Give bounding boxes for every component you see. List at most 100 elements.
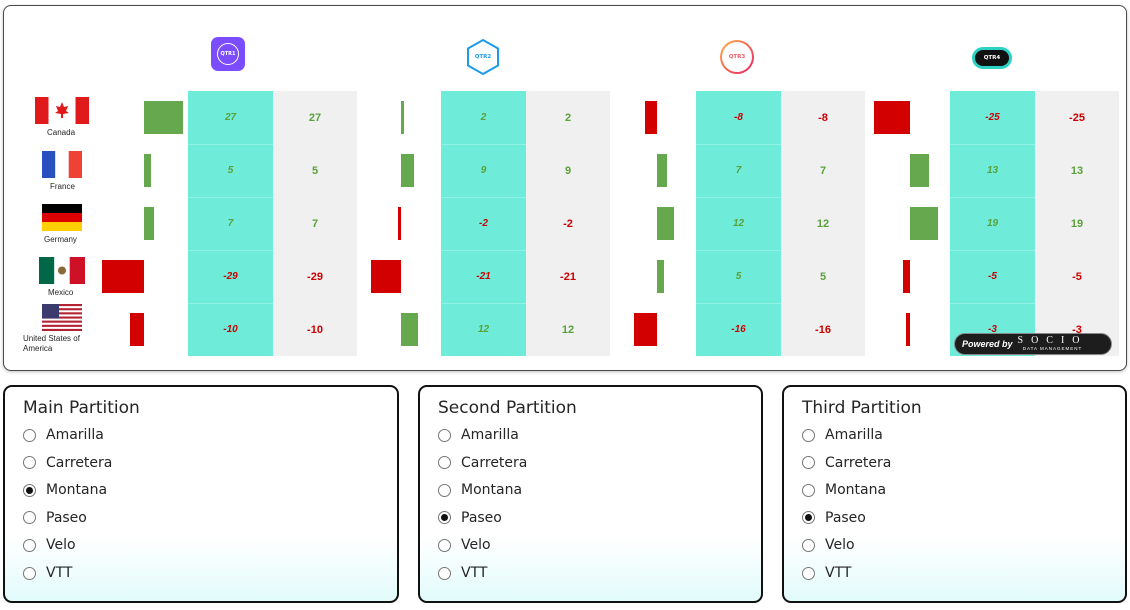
value-bar [902, 260, 910, 293]
value-bar [401, 154, 415, 187]
value-bar [657, 260, 665, 293]
radio-button[interactable] [23, 511, 36, 525]
radio-label: Carretera [825, 454, 892, 471]
value-cell: 13 [1035, 144, 1119, 197]
radio-option-carretera[interactable]: Carretera [802, 454, 891, 472]
panel-title: Main Partition [23, 398, 140, 418]
brand-name: SOCIO [1017, 335, 1088, 346]
radio-option-paseo[interactable]: Paseo [802, 509, 866, 527]
value-cell: -25 [950, 91, 1035, 144]
value-cell: 7 [781, 144, 865, 197]
value-bar [401, 313, 419, 346]
value-cell: -5 [1035, 250, 1119, 303]
powered-by-badge[interactable]: Powered by SOCIO DATA MANAGEMENT [954, 333, 1112, 355]
row-divider [441, 197, 526, 198]
radio-label: Paseo [46, 509, 87, 526]
value-bar [401, 101, 404, 134]
row-divider [696, 197, 781, 198]
radio-option-montana[interactable]: Montana [438, 481, 522, 499]
value-cell: 19 [950, 197, 1035, 250]
country-label: Mexico [48, 288, 74, 297]
radio-option-vtt[interactable]: VTT [23, 564, 72, 582]
radio-label: VTT [46, 565, 73, 581]
radio-option-montana[interactable]: Montana [802, 481, 886, 499]
country-label: Canada [47, 128, 76, 137]
radio-button[interactable] [23, 428, 36, 442]
row-divider [696, 250, 781, 251]
radio-option-montana[interactable]: Montana [23, 481, 107, 499]
radio-option-vtt[interactable]: VTT [802, 564, 851, 582]
country-label: Germany [44, 235, 77, 244]
radio-button[interactable] [23, 483, 36, 497]
radio-label: Montana [46, 482, 108, 499]
radio-button[interactable] [802, 428, 815, 442]
radio-button[interactable] [802, 511, 815, 525]
radio-button[interactable] [438, 538, 451, 552]
row-divider [188, 197, 273, 198]
radio-option-vtt[interactable]: VTT [438, 564, 487, 582]
radio-label: Carretera [46, 454, 113, 471]
radio-button[interactable] [438, 511, 451, 525]
value-cell: 27 [273, 91, 357, 144]
value-bar [873, 101, 910, 134]
row-divider [950, 144, 1035, 145]
value-cell: 12 [526, 303, 610, 356]
value-cell: 19 [1035, 197, 1119, 250]
radio-button[interactable] [438, 566, 451, 580]
value-cell: -21 [526, 250, 610, 303]
panel-title: Second Partition [438, 398, 577, 418]
radio-option-velo[interactable]: Velo [802, 536, 855, 554]
radio-button[interactable] [802, 483, 815, 497]
qtr2-icon: QTR2 [464, 38, 502, 76]
country-label: France [50, 182, 75, 191]
value-cell: 12 [696, 197, 781, 250]
radio-button[interactable] [23, 566, 36, 580]
value-bar [657, 154, 668, 187]
value-bar [129, 313, 144, 346]
radio-button[interactable] [802, 538, 815, 552]
radio-button[interactable] [438, 483, 451, 497]
second-partition-panel: Second Partition Amarilla Carretera Montan… [418, 385, 763, 603]
radio-option-carretera[interactable]: Carretera [438, 454, 527, 472]
value-cell: 9 [526, 144, 610, 197]
radio-option-paseo[interactable]: Paseo [438, 509, 502, 527]
radio-option-velo[interactable]: Velo [23, 536, 76, 554]
radio-option-velo[interactable]: Velo [438, 536, 491, 554]
radio-option-amarilla[interactable]: Amarilla [438, 426, 519, 444]
value-cell: -29 [188, 250, 273, 303]
radio-label: Montana [461, 482, 523, 499]
radio-button[interactable] [438, 456, 451, 470]
row-divider [441, 144, 526, 145]
radio-option-amarilla[interactable]: Amarilla [802, 426, 883, 444]
value-bar [398, 207, 401, 240]
radio-option-carretera[interactable]: Carretera [23, 454, 112, 472]
value-cell: -2 [526, 197, 610, 250]
radio-button[interactable] [438, 428, 451, 442]
qtr4-icon: QTR4 [972, 47, 1012, 69]
row-divider [696, 303, 781, 304]
row-divider [441, 303, 526, 304]
radio-button[interactable] [23, 538, 36, 552]
row-divider [696, 144, 781, 145]
radio-option-paseo[interactable]: Paseo [23, 509, 87, 527]
radio-button[interactable] [802, 566, 815, 580]
qtr2-label: QTR2 [474, 54, 492, 60]
radio-label: Carretera [461, 454, 528, 471]
value-cell: -10 [273, 303, 357, 356]
radio-label: Velo [825, 537, 855, 554]
radio-label: Amarilla [825, 427, 883, 443]
radio-button[interactable] [802, 456, 815, 470]
value-cell: -16 [781, 303, 865, 356]
value-cell: 13 [950, 144, 1035, 197]
radio-option-amarilla[interactable]: Amarilla [23, 426, 104, 444]
radio-button[interactable] [23, 456, 36, 470]
row-divider [950, 250, 1035, 251]
qtr1-label: QTR1 [217, 43, 239, 65]
value-bar [645, 101, 657, 134]
matrix-visual: QTR1 QTR2 QTR3 QTR4 27 27 2 2 -8 -8 -25 -25 5 5 9 9… [3, 5, 1127, 371]
value-cell: 5 [781, 250, 865, 303]
radio-label: VTT [825, 565, 852, 581]
value-cell: -25 [1035, 91, 1119, 144]
value-cell: 12 [441, 303, 526, 356]
third-partition-panel: Third Partition Amarilla Carretera Montana… [782, 385, 1127, 603]
